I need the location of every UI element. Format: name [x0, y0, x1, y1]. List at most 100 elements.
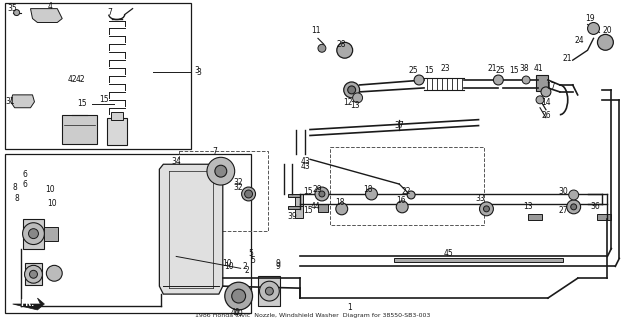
- Bar: [295, 206, 303, 218]
- Text: FR.: FR.: [21, 299, 34, 308]
- Circle shape: [541, 87, 551, 97]
- Text: 3: 3: [196, 68, 201, 76]
- Bar: [24, 263, 43, 285]
- Text: 21: 21: [563, 54, 573, 63]
- Bar: [318, 204, 328, 212]
- Text: 26: 26: [541, 111, 551, 120]
- Bar: [62, 115, 97, 144]
- Text: 10: 10: [48, 199, 57, 208]
- Bar: [330, 148, 485, 225]
- Circle shape: [207, 157, 235, 185]
- Text: 5: 5: [248, 249, 253, 258]
- Text: 7: 7: [212, 147, 217, 156]
- Bar: [536, 75, 548, 91]
- Text: 30: 30: [559, 187, 568, 196]
- Circle shape: [319, 191, 325, 197]
- Bar: [179, 151, 269, 231]
- Circle shape: [522, 76, 530, 84]
- Circle shape: [245, 190, 252, 198]
- Text: 45: 45: [444, 249, 454, 258]
- Text: 9: 9: [276, 262, 280, 271]
- Circle shape: [396, 201, 408, 213]
- Text: 8: 8: [13, 182, 17, 192]
- Text: 32: 32: [234, 178, 244, 187]
- Circle shape: [225, 282, 252, 310]
- Text: 39: 39: [287, 212, 297, 221]
- Text: 3: 3: [195, 66, 200, 75]
- Text: 10: 10: [46, 185, 55, 194]
- Text: 1: 1: [347, 303, 352, 312]
- Circle shape: [536, 96, 544, 104]
- Text: 27: 27: [559, 206, 568, 215]
- Circle shape: [336, 203, 347, 215]
- Bar: [597, 214, 612, 220]
- Text: 35: 35: [8, 4, 18, 13]
- Circle shape: [597, 34, 613, 50]
- Text: 18: 18: [363, 185, 372, 194]
- Bar: [394, 259, 563, 262]
- Text: 12: 12: [343, 98, 352, 107]
- Text: 41: 41: [533, 64, 543, 73]
- Text: 11: 11: [311, 26, 321, 35]
- Text: 1986 Honda Civic  Nozzle, Windshield Washer  Diagram for 38550-SB3-003: 1986 Honda Civic Nozzle, Windshield Wash…: [195, 313, 431, 318]
- Circle shape: [352, 93, 362, 103]
- Bar: [44, 227, 58, 241]
- Text: 10: 10: [222, 259, 232, 268]
- Text: 23: 23: [440, 64, 449, 73]
- Text: 6: 6: [22, 180, 27, 188]
- Circle shape: [259, 281, 279, 301]
- Text: 24: 24: [575, 36, 585, 45]
- Text: 42: 42: [68, 76, 77, 84]
- Text: 9: 9: [276, 259, 280, 268]
- Bar: [288, 206, 300, 209]
- Circle shape: [337, 42, 352, 58]
- Text: 29: 29: [312, 185, 322, 194]
- Text: 25: 25: [408, 66, 418, 75]
- Bar: [288, 194, 300, 197]
- Text: 15: 15: [303, 187, 313, 196]
- Text: 28: 28: [337, 40, 347, 49]
- Text: 14: 14: [541, 98, 551, 107]
- Circle shape: [29, 229, 38, 239]
- Circle shape: [480, 202, 493, 216]
- Text: 44: 44: [311, 202, 321, 212]
- Circle shape: [493, 75, 503, 85]
- Text: 15: 15: [424, 66, 434, 75]
- Circle shape: [46, 265, 62, 281]
- Text: 16: 16: [396, 196, 406, 205]
- Circle shape: [414, 75, 424, 85]
- Polygon shape: [160, 164, 223, 294]
- Circle shape: [344, 82, 359, 98]
- Polygon shape: [31, 9, 62, 22]
- Text: 15: 15: [303, 206, 313, 215]
- Text: 37: 37: [394, 121, 404, 130]
- Circle shape: [24, 265, 43, 283]
- Bar: [295, 194, 303, 206]
- Text: 6: 6: [22, 170, 27, 179]
- Text: 43: 43: [300, 157, 310, 166]
- Bar: [23, 219, 44, 249]
- Bar: [5, 3, 191, 149]
- Polygon shape: [11, 95, 34, 108]
- Text: 7: 7: [108, 8, 112, 17]
- Text: 2: 2: [245, 266, 249, 275]
- Circle shape: [265, 287, 274, 295]
- Text: 4: 4: [48, 2, 53, 11]
- Circle shape: [215, 165, 227, 177]
- Text: 43: 43: [300, 162, 310, 171]
- Circle shape: [567, 200, 581, 214]
- Circle shape: [483, 206, 490, 212]
- Text: 36: 36: [590, 202, 600, 212]
- Text: 34: 34: [172, 157, 181, 166]
- Text: 15: 15: [99, 95, 109, 104]
- Bar: [107, 118, 126, 145]
- Text: 13: 13: [523, 202, 533, 212]
- Circle shape: [569, 190, 578, 200]
- Text: 25: 25: [496, 66, 505, 75]
- Circle shape: [23, 223, 44, 244]
- Text: 18: 18: [335, 198, 344, 207]
- Circle shape: [588, 22, 600, 34]
- Text: 42: 42: [75, 76, 85, 84]
- Text: 40: 40: [233, 309, 244, 318]
- Circle shape: [366, 188, 377, 200]
